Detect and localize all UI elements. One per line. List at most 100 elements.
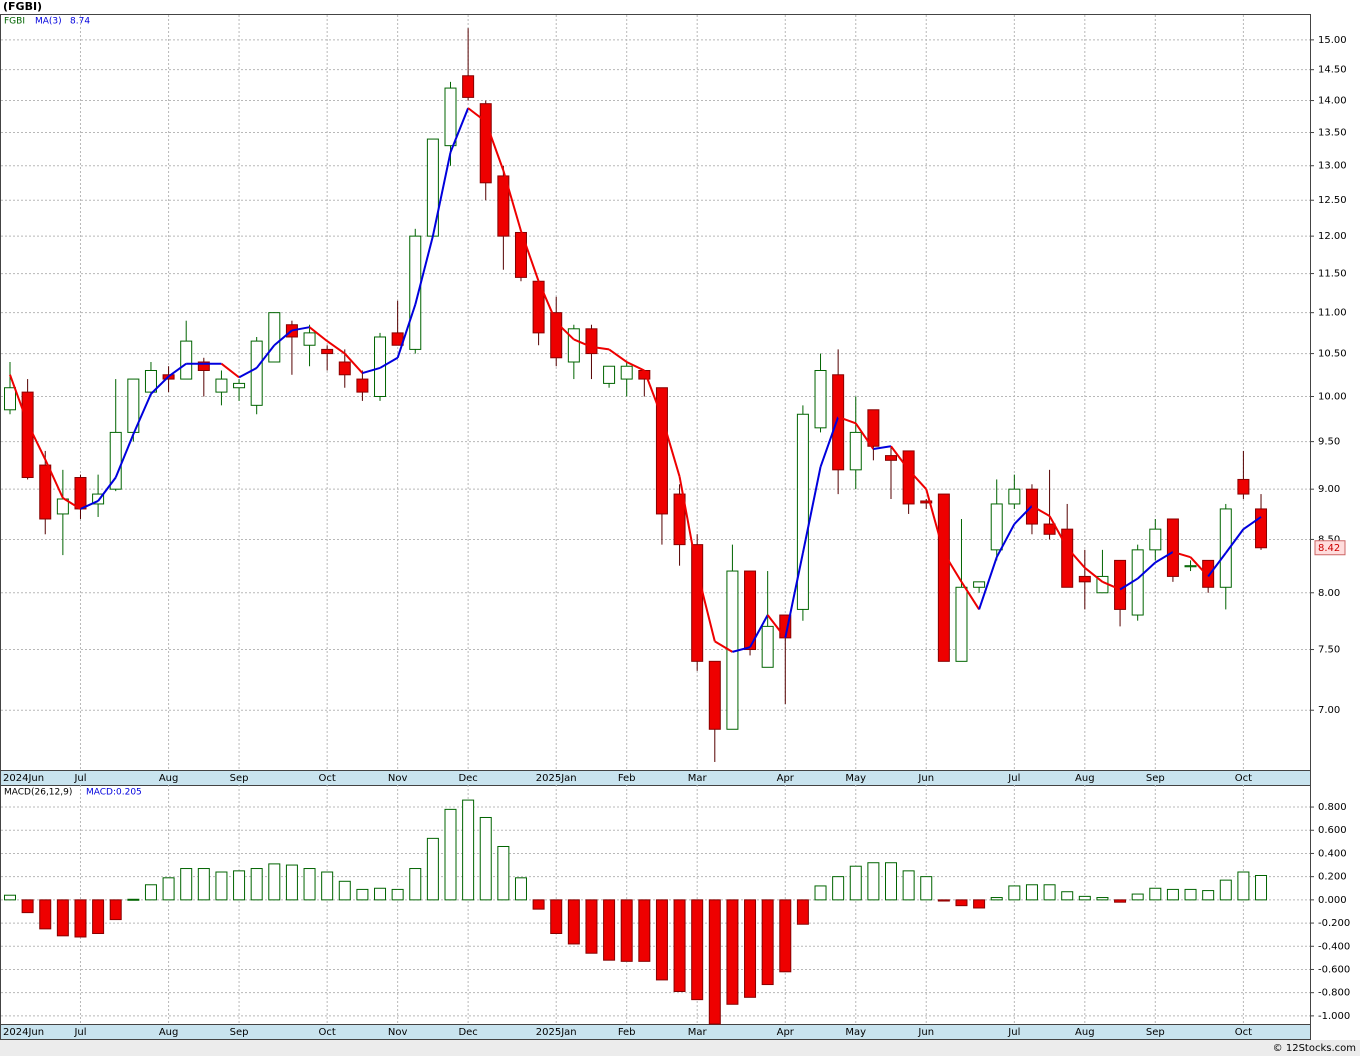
ma-line [749, 614, 769, 648]
ma-line [379, 356, 399, 369]
ma-line [837, 416, 857, 425]
macd-bar [374, 887, 387, 901]
ma-line [114, 433, 135, 478]
candle-body [567, 328, 580, 363]
candle-body [1255, 508, 1268, 549]
macd-bar [603, 899, 616, 961]
y-tick-label: 0.200 [1318, 872, 1347, 883]
candle-body [1166, 518, 1179, 577]
ma-line [591, 345, 610, 351]
macd-bar [497, 845, 510, 901]
ma-line [1154, 551, 1174, 564]
x-tick-label: Aug [1075, 773, 1095, 784]
candle-body [409, 235, 422, 350]
macd-bar [197, 868, 210, 901]
macd-bar [162, 877, 175, 901]
candle-body [74, 477, 87, 510]
y-tick-label: 14.00 [1318, 96, 1347, 107]
x-tick-label: Sep [1146, 1027, 1165, 1038]
ma-line [220, 362, 240, 379]
x-tick-label: Sep [230, 1027, 249, 1038]
macd-bar [567, 899, 580, 945]
ma-line [678, 476, 699, 572]
candle-body [39, 464, 52, 520]
macd-bar [691, 899, 704, 1001]
macd-bar [39, 899, 52, 930]
x-tick-label: 2024Jun [3, 773, 44, 784]
candle-body [1149, 528, 1162, 551]
candle-body [338, 361, 351, 376]
candle-body [462, 75, 475, 98]
y-tick-label: 11.50 [1318, 269, 1347, 280]
ma-line [26, 422, 47, 460]
ma-line [1084, 567, 1104, 583]
ma-line [150, 375, 170, 395]
x-tick-label: 2025Jan [536, 773, 577, 784]
macd-bar [937, 899, 950, 902]
x-tick-label: Feb [618, 773, 636, 784]
macd-bar [744, 899, 757, 998]
macd-bar [1061, 891, 1074, 901]
ma-line [732, 646, 751, 653]
ma-line [1224, 528, 1245, 554]
candle-body [1061, 528, 1074, 588]
x-tick-label: Jul [1007, 773, 1020, 784]
ma-line [1172, 550, 1191, 559]
macd-bar [832, 876, 845, 901]
ma-line [925, 488, 945, 554]
macd-bar [1184, 888, 1197, 901]
candle-body [1078, 575, 1091, 583]
macd-bar [321, 871, 334, 901]
macd-bar [1043, 884, 1056, 901]
macd-bar [144, 884, 157, 901]
macd-bar [550, 899, 563, 935]
x-tick-label: May [845, 1027, 866, 1038]
ma-line [396, 304, 417, 359]
macd-bar [92, 899, 105, 935]
ma-line [326, 340, 346, 355]
ma-line [1102, 580, 1121, 591]
ma-line [308, 326, 328, 342]
ma-line [449, 107, 470, 153]
last-price-label: 8.42 [1318, 543, 1340, 554]
ma-line [714, 640, 733, 653]
ma-line [1066, 547, 1086, 569]
macd-bar [109, 899, 122, 921]
x-tick-label: Oct [319, 1027, 336, 1038]
candle-body [814, 369, 827, 429]
legend-symbol: FGBI [4, 17, 25, 27]
footer-bar [0, 1040, 1360, 1056]
macd-bar [638, 899, 651, 962]
x-tick-label: Dec [458, 1027, 477, 1038]
ma-line [273, 329, 293, 347]
ma-line [9, 374, 29, 424]
candle-body [920, 500, 933, 504]
y-tick-label: 14.50 [1318, 65, 1347, 76]
ma-line [484, 121, 505, 171]
ma-line [626, 361, 645, 372]
ma-line [660, 416, 681, 477]
candle-body [603, 365, 616, 384]
macd-bar [1149, 887, 1162, 901]
macd-bar [761, 899, 774, 986]
macd-bar [673, 899, 686, 993]
ma-line [608, 348, 628, 363]
ma-line [362, 366, 381, 375]
candle-body [937, 493, 950, 662]
date-strip [0, 770, 1311, 786]
date-strip [0, 1024, 1311, 1040]
x-tick-label: Jun [917, 773, 934, 784]
x-tick-label: Mar [688, 773, 708, 784]
x-tick-label: 2024Jun [3, 1027, 44, 1038]
ma-line [62, 497, 82, 510]
ma-line [414, 235, 434, 305]
last-price-box [1314, 540, 1346, 556]
ma-line [537, 280, 558, 323]
ma-line [1137, 561, 1156, 580]
candle-body [885, 455, 897, 461]
macd-bar [814, 885, 827, 901]
ma-line [766, 614, 787, 639]
macd-bar [655, 899, 668, 981]
y-tick-label: -0.600 [1318, 964, 1350, 975]
macd-bar [990, 897, 1003, 901]
